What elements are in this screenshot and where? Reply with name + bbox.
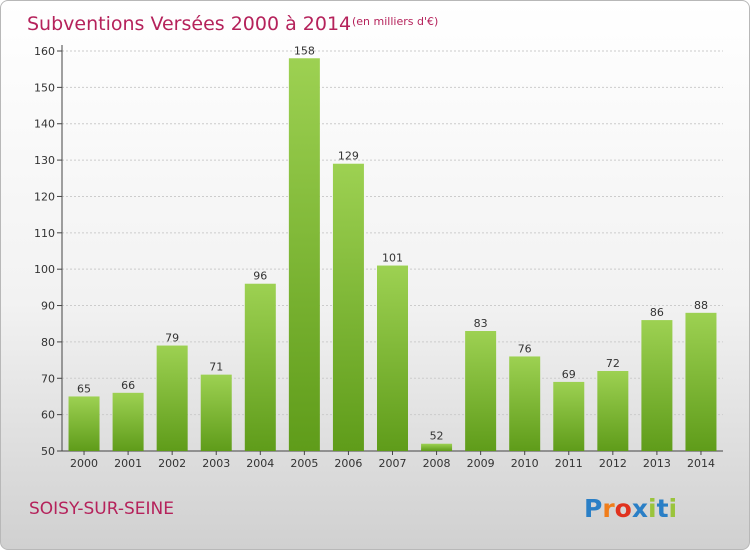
bar-2000 [68, 396, 100, 451]
x-tick-label: 2013 [643, 457, 671, 470]
bar-2006 [332, 163, 364, 451]
x-tick-label: 2003 [202, 457, 230, 470]
chart-subtitle: (en milliers d'€) [352, 15, 438, 28]
data-label-2006: 129 [338, 150, 359, 163]
x-tick-label: 2011 [555, 457, 583, 470]
bar-2013 [641, 320, 673, 451]
x-tick-labels: 2000 2001 2002 2003 2004 2005 2006 2007 2008 2009… [70, 457, 715, 470]
data-label-2009: 83 [474, 317, 488, 330]
y-tick-label: 80 [41, 336, 55, 349]
data-label-2011: 69 [562, 368, 576, 381]
y-tick-label: 120 [34, 190, 55, 203]
y-tick-label: 150 [34, 81, 55, 94]
data-label-2001: 66 [121, 379, 135, 392]
y-tick-label: 110 [34, 227, 55, 240]
bar-2009 [465, 331, 497, 451]
y-tick-label: 90 [41, 300, 55, 313]
data-label-2002: 79 [165, 332, 179, 345]
commune-name: SOISY-SUR-SEINE [29, 499, 174, 519]
data-label-2014: 88 [694, 299, 708, 312]
bar-2002 [156, 345, 188, 451]
y-tick-label: 50 [41, 445, 55, 458]
bar-2004 [244, 283, 276, 451]
data-label-2012: 72 [606, 357, 620, 370]
bar-2003 [200, 374, 232, 451]
x-tick-label: 2004 [246, 457, 274, 470]
y-tick-label: 70 [41, 372, 55, 385]
data-label-2010: 76 [518, 342, 532, 355]
bar-2014 [685, 312, 717, 451]
x-tick-label: 2005 [290, 457, 318, 470]
data-label-2003: 71 [209, 361, 223, 374]
chart-title: Subventions Versées 2000 à 2014 [27, 13, 351, 35]
proxiti-logo: Proxiti [584, 494, 677, 523]
data-label-2000: 65 [77, 382, 91, 395]
data-label-2008: 52 [430, 430, 444, 443]
y-tick-label: 140 [34, 118, 55, 131]
bar-2010 [509, 356, 541, 451]
x-tick-label: 2009 [467, 457, 495, 470]
x-tick-label: 2007 [379, 457, 407, 470]
data-label-2005: 158 [294, 44, 315, 57]
x-tick-label: 2012 [599, 457, 627, 470]
bar-2011 [553, 381, 585, 451]
x-tick-label: 2010 [511, 457, 539, 470]
data-label-2013: 86 [650, 306, 664, 319]
x-tick-label: 2002 [158, 457, 186, 470]
bars [68, 58, 717, 451]
bar-2008 [421, 443, 453, 451]
data-label-2007: 101 [382, 252, 403, 265]
x-tick-label: 2014 [687, 457, 715, 470]
data-label-2004: 96 [253, 270, 267, 283]
x-tick-label: 2006 [334, 457, 362, 470]
y-tick-label: 60 [41, 409, 55, 422]
y-tick-labels: 50 60 70 80 90 100 110 120 130 140 150 160 [34, 45, 55, 458]
bar-2012 [597, 371, 629, 451]
y-tick-label: 100 [34, 263, 55, 276]
logo-text: Proxiti [584, 494, 677, 523]
bar-2001 [112, 392, 144, 451]
bar-2005 [288, 58, 320, 451]
data-labels: 65 66 79 71 96 158 129 101 52 83 76 69 72 86 88 [77, 44, 708, 442]
x-tick-label: 2000 [70, 457, 98, 470]
y-tick-label: 130 [34, 154, 55, 167]
x-tick-label: 2008 [423, 457, 451, 470]
bar-2007 [377, 265, 408, 451]
y-tick-label: 160 [34, 45, 55, 58]
x-tick-label: 2001 [114, 457, 142, 470]
